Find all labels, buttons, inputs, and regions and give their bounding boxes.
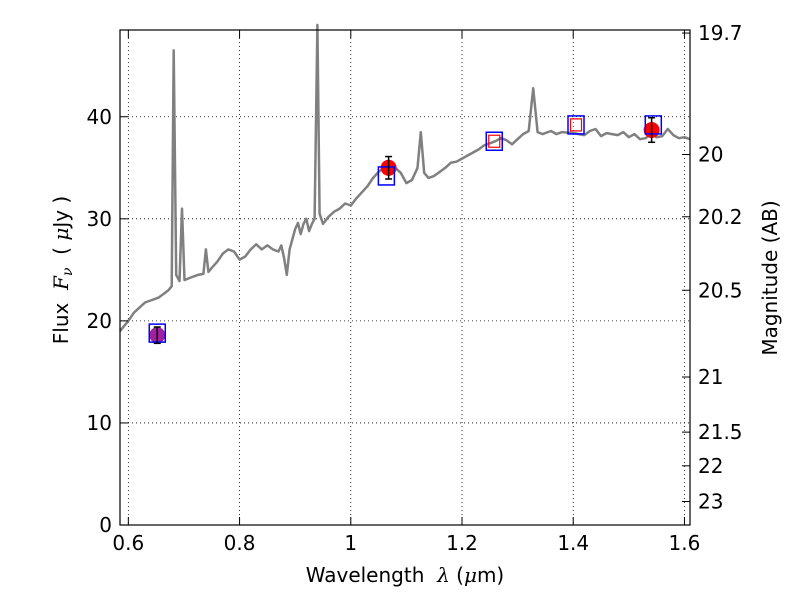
model-box (644, 115, 663, 135)
right-tick-label: 23 (698, 490, 723, 514)
x-tick-label: 1.2 (446, 531, 478, 555)
y-axis-title: Flux Fν ( μJy ) (49, 196, 76, 344)
x-tick-label: 0.8 (224, 531, 256, 555)
plot-frame (119, 29, 691, 526)
y-tick-label: 20 (87, 309, 112, 333)
right-tick-label: 22 (698, 454, 723, 478)
x-axis-title: Wavelength λ (μm) (306, 563, 505, 587)
points-layer (148, 115, 663, 345)
model-box (485, 131, 504, 151)
x-tick-label: 1.6 (669, 531, 701, 555)
spectrum-line (119, 23, 691, 332)
x-tick-label: 1.4 (557, 531, 589, 555)
right-tick-label: 21 (698, 365, 723, 389)
y-tick-label: 40 (87, 105, 112, 129)
right-tick-label: 21.5 (698, 420, 743, 444)
y-tick-label: 10 (87, 411, 112, 435)
y-tick-label: 30 (87, 207, 112, 231)
right-tick-label: 20.2 (698, 205, 743, 229)
ticks-layer: 0.6 0.8 1 1.2 1.4 1.6 0 10 20 30 40 19.7 20 20.2 20.5 2… (87, 21, 743, 555)
right-tick-label: 20 (698, 143, 723, 167)
right-tick-label: 19.7 (698, 21, 743, 45)
model-box (567, 115, 585, 135)
grid (120, 30, 690, 526)
series-layer (119, 23, 691, 332)
model-box (377, 166, 396, 186)
x-tick-label: 0.6 (112, 531, 144, 555)
y-tick-label: 0 (99, 513, 112, 537)
x-tick-label: 1 (344, 531, 357, 555)
right-tick-label: 20.5 (698, 278, 743, 302)
model-inner-box (569, 118, 583, 132)
model-inner-box (488, 134, 501, 148)
right-axis-title: Magnitude (AB) (758, 200, 782, 355)
